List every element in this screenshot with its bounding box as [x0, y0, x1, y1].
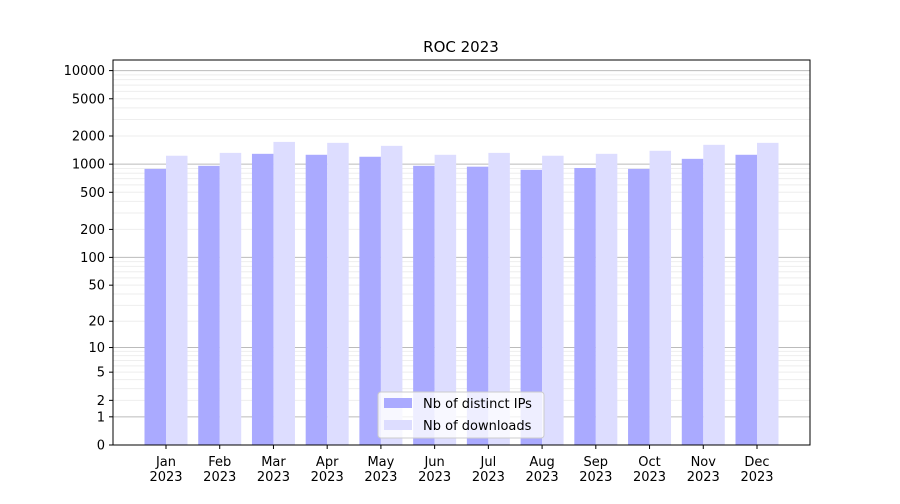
- legend-label-ips: Nb of distinct IPs: [423, 397, 532, 412]
- bar-downloads: [488, 152, 510, 446]
- chart-title: ROC 2023: [423, 38, 499, 56]
- x-tick-label: May 2023: [364, 455, 397, 485]
- bar-distinct-ips: [466, 166, 489, 446]
- bar-distinct-ips: [305, 154, 328, 445]
- y-tick-label: 100: [80, 251, 105, 266]
- x-tick-label: Aug 2023: [526, 455, 559, 485]
- legend-swatch-ips: [384, 398, 412, 408]
- x-tick-label: Apr 2023: [311, 455, 344, 485]
- legend-swatch-downloads: [384, 420, 412, 430]
- y-tick-label: 1: [97, 410, 105, 425]
- bar-downloads: [219, 152, 242, 446]
- y-tick-label: 5: [97, 366, 105, 381]
- bar-distinct-ips: [735, 154, 757, 445]
- bar-downloads: [166, 155, 188, 446]
- bar-distinct-ips: [628, 168, 650, 445]
- y-tick-label: 1000: [72, 158, 105, 173]
- bar-distinct-ips: [144, 168, 166, 445]
- x-tick-label: Mar 2023: [257, 455, 290, 485]
- bar-distinct-ips: [520, 169, 543, 445]
- x-tick-label: Jul 2023: [472, 455, 505, 485]
- legend-label-downloads: Nb of downloads: [423, 419, 532, 434]
- bar-downloads: [649, 150, 672, 445]
- bar-downloads: [757, 142, 779, 445]
- y-tick-label: 2000: [72, 130, 105, 145]
- bar-downloads: [327, 142, 349, 445]
- y-tick-label: 10: [88, 341, 105, 356]
- y-tick-label: 200: [80, 223, 105, 238]
- x-tick-label: Feb 2023: [203, 455, 236, 485]
- y-tick-label: 50: [88, 279, 105, 294]
- bar-downloads: [703, 144, 725, 445]
- legend: Nb of distinct IPs Nb of downloads: [377, 391, 545, 439]
- bar-distinct-ips: [251, 153, 274, 445]
- bar-downloads: [380, 145, 403, 446]
- plot-frame: [112, 59, 811, 446]
- x-tick-label: Jan 2023: [149, 455, 182, 485]
- bar-distinct-ips: [198, 165, 220, 446]
- x-tick-label: Jun 2023: [418, 455, 451, 485]
- y-tick-label: 500: [80, 186, 105, 201]
- y-tick-label: 5000: [72, 92, 105, 107]
- x-tick-label: Sep 2023: [579, 455, 612, 485]
- bar-distinct-ips: [359, 156, 381, 446]
- x-tick-label: Nov 2023: [687, 455, 720, 485]
- bar-downloads: [434, 154, 457, 445]
- bar-distinct-ips: [681, 158, 704, 445]
- y-tick-label: 20: [88, 315, 105, 330]
- bar-downloads: [273, 141, 295, 446]
- bar-distinct-ips: [574, 167, 596, 445]
- bar-downloads: [542, 155, 564, 446]
- x-tick-label: Dec 2023: [740, 455, 773, 485]
- y-tick-label: 0: [97, 439, 105, 454]
- bar-downloads: [595, 153, 618, 445]
- bar-distinct-ips: [413, 165, 435, 446]
- x-tick-label: Oct 2023: [633, 455, 666, 485]
- y-tick-label: 2: [97, 394, 105, 409]
- y-tick-label: 10000: [64, 64, 105, 79]
